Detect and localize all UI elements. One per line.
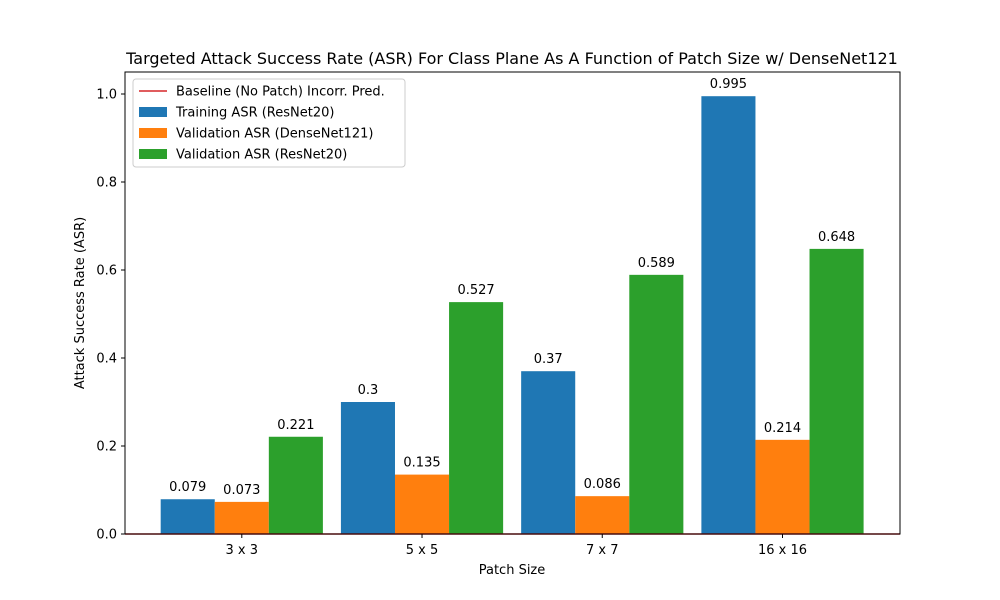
y-tick-label: 0.0 — [96, 528, 117, 543]
y-axis-label: Attack Success Rate (ASR) — [73, 217, 88, 389]
bar — [809, 248, 864, 534]
data-label: 0.073 — [223, 483, 260, 498]
data-label: 0.221 — [277, 418, 314, 433]
data-label: 0.214 — [764, 421, 801, 436]
plot-frame — [124, 71, 901, 535]
bar — [449, 302, 504, 534]
x-tick-label: 16 x 16 — [758, 543, 807, 558]
y-tick-label: 0.6 — [96, 264, 117, 279]
bar — [575, 496, 630, 534]
data-label: 0.3 — [358, 383, 379, 398]
legend-label: Validation ASR (DenseNet121) — [176, 127, 373, 142]
y-tick-label: 0.4 — [96, 352, 117, 367]
data-label: 0.135 — [403, 456, 440, 471]
legend-swatch — [139, 149, 167, 159]
legend: Baseline (No Patch) Incorr. Pred. Trainin… — [132, 78, 406, 168]
legend-label: Baseline (No Patch) Incorr. Pred. — [176, 85, 385, 100]
legend-label: Training ASR (ResNet20) — [175, 106, 334, 121]
x-axis-label: Patch Size — [479, 563, 546, 578]
data-label: 0.648 — [818, 230, 855, 245]
x-tick-label: 3 x 3 — [226, 543, 259, 558]
legend-swatch — [139, 128, 167, 138]
bar — [629, 274, 684, 534]
bar — [160, 499, 215, 534]
data-label: 0.589 — [638, 256, 675, 271]
bar — [755, 439, 810, 534]
data-label: 0.079 — [169, 480, 206, 495]
bar — [701, 96, 756, 534]
y-tick-label: 1.0 — [96, 88, 117, 103]
bar — [214, 501, 269, 534]
axes-layer: 0.0 0.2 0.4 0.6 0.8 1.0 3 x 3 5 x 5 7 x 7 16 x 16 — [96, 71, 901, 558]
x-tick-label: 5 x 5 — [406, 543, 439, 558]
legend-box — [132, 78, 406, 168]
x-tick-label: 7 x 7 — [586, 543, 619, 558]
legend-swatch — [139, 107, 167, 117]
bars-layer: 0.079 0.3 0.37 0.995 0.073 0.135 0.086 0.214 0.2… — [125, 77, 900, 535]
y-tick-label: 0.2 — [96, 440, 117, 455]
bar — [394, 474, 450, 534]
bar — [521, 371, 576, 534]
data-label: 0.527 — [457, 283, 494, 298]
chart-title: Targeted Attack Success Rate (ASR) For C… — [125, 49, 898, 68]
legend-label: Validation ASR (ResNet20) — [176, 148, 347, 163]
data-label: 0.086 — [584, 477, 621, 492]
bar — [340, 402, 395, 534]
data-label: 0.995 — [710, 77, 747, 92]
data-label: 0.37 — [534, 352, 563, 367]
y-tick-label: 0.8 — [96, 176, 117, 191]
bar — [268, 436, 323, 534]
